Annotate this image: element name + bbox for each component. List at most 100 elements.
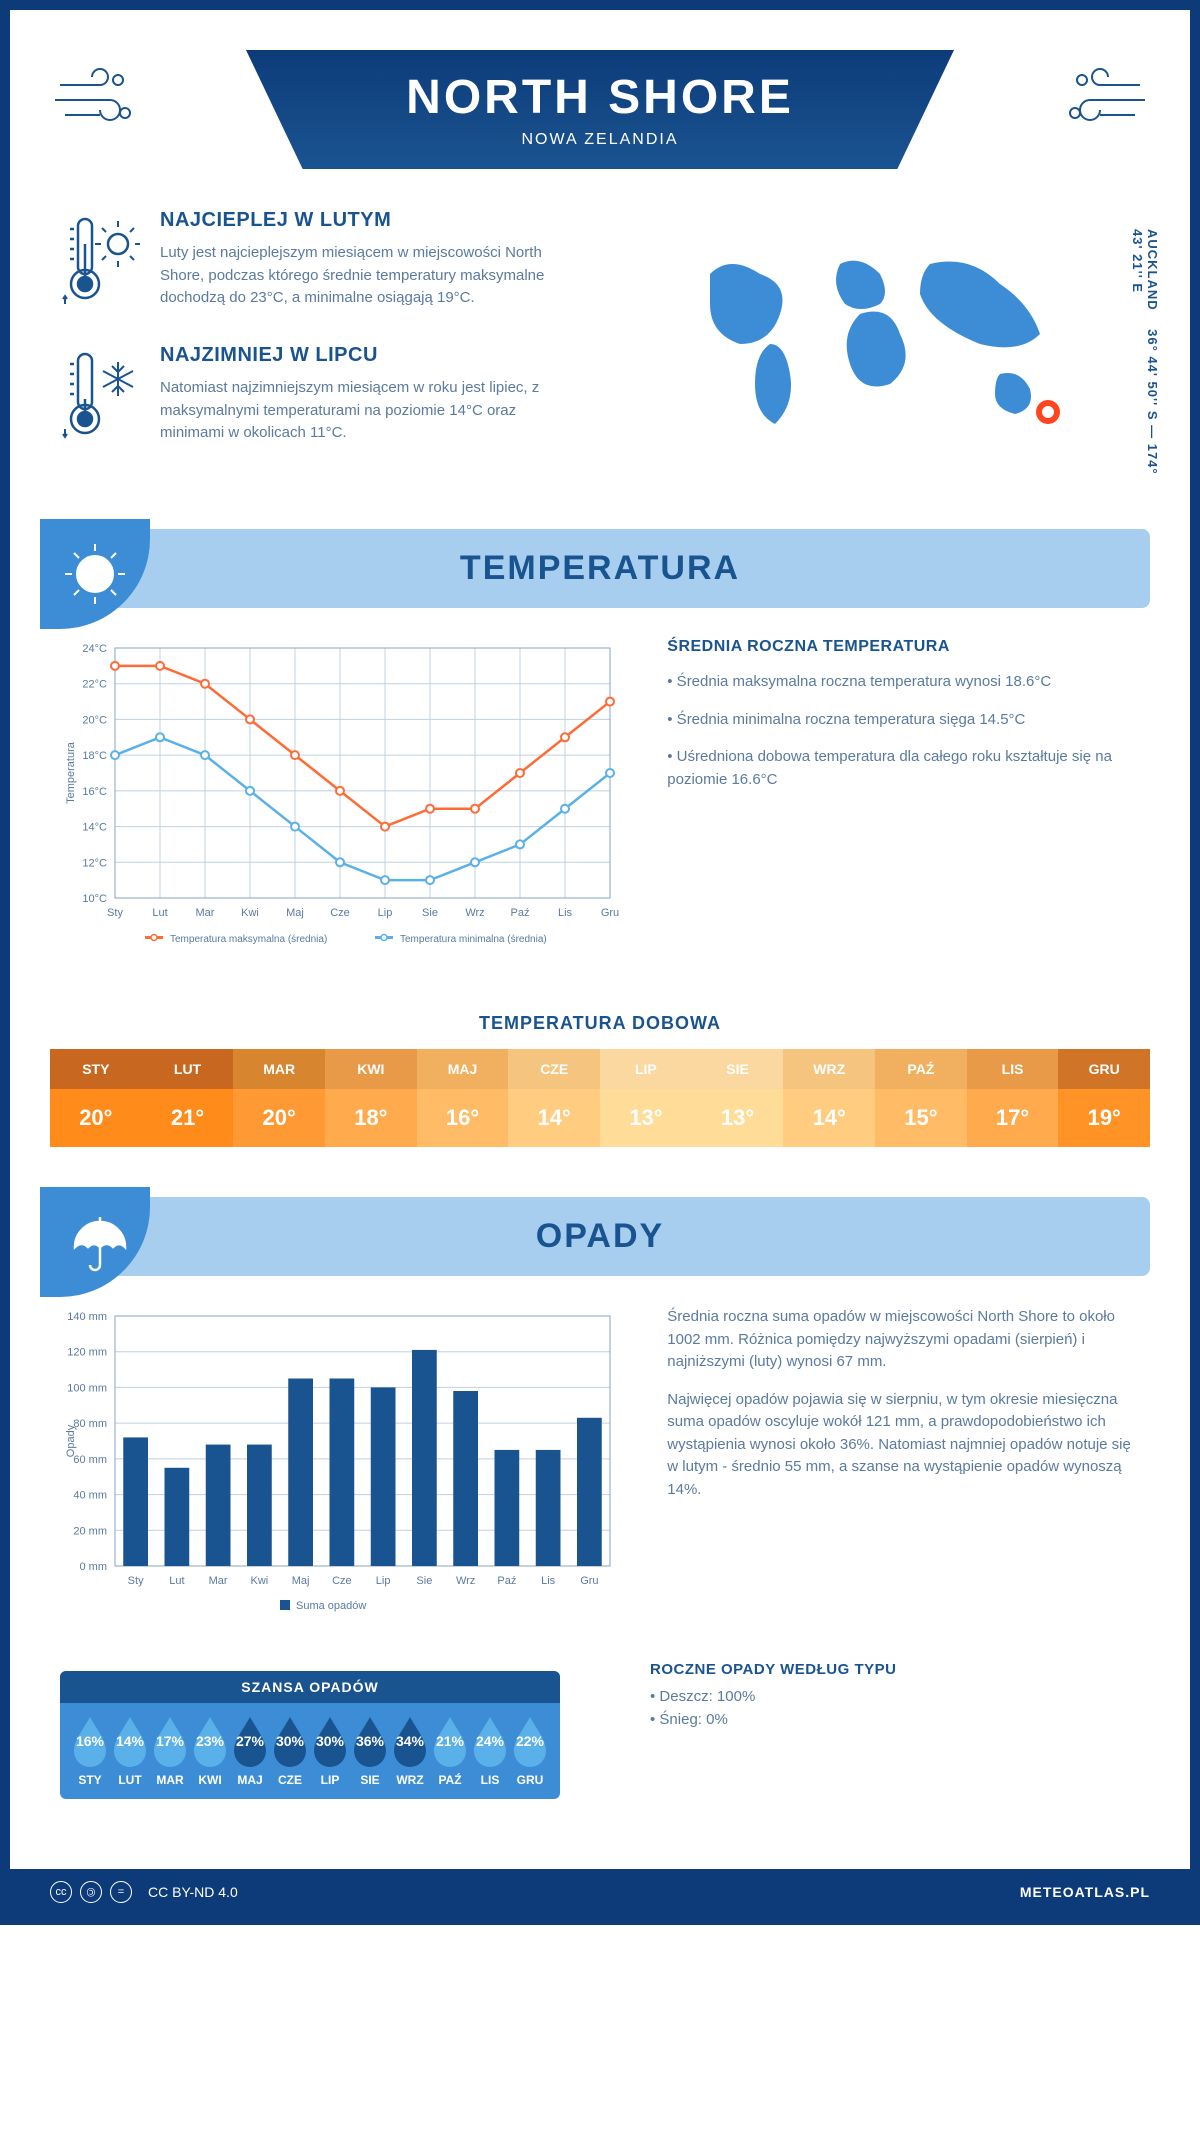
svg-text:20°C: 20°C <box>82 714 107 726</box>
rain-drop: 34%WRZ <box>390 1715 430 1787</box>
svg-text:0 mm: 0 mm <box>80 1561 108 1573</box>
wind-icon <box>1060 65 1150 140</box>
svg-text:Lut: Lut <box>152 907 167 919</box>
section-title: OPADY <box>70 1217 1130 1256</box>
svg-text:14°C: 14°C <box>82 822 107 834</box>
precip-text: Średnia roczna suma opadów w miejscowośc… <box>667 1306 1140 1374</box>
rain-chance-panel: SZANSA OPADÓW 16%STY14%LUT17%MAR23%KWI27… <box>60 1671 560 1799</box>
rain-drop: 36%SIE <box>350 1715 390 1787</box>
rain-drop: 30%CZE <box>270 1715 310 1787</box>
svg-text:100 mm: 100 mm <box>67 1382 107 1394</box>
rain-drop: 16%STY <box>70 1715 110 1787</box>
rain-type: • Śnieg: 0% <box>650 1711 1140 1728</box>
svg-text:12°C: 12°C <box>82 857 107 869</box>
precip-text: Najwięcej opadów pojawia się w sierpniu,… <box>667 1389 1140 1502</box>
page-subtitle: NOWA ZELANDIA <box>286 131 914 149</box>
svg-text:Paź: Paź <box>497 1575 516 1587</box>
section-title: TEMPERATURA <box>70 549 1130 588</box>
svg-text:Sie: Sie <box>416 1575 432 1587</box>
temp-bullet: • Uśredniona dobowa temperatura dla całe… <box>667 746 1140 791</box>
svg-text:Mar: Mar <box>209 1575 228 1587</box>
thermometer-snow-icon <box>60 344 140 449</box>
svg-text:24°C: 24°C <box>82 643 107 655</box>
svg-text:Kwi: Kwi <box>251 1575 269 1587</box>
svg-text:Lip: Lip <box>378 907 393 919</box>
svg-text:22°C: 22°C <box>82 679 107 691</box>
svg-text:Mar: Mar <box>196 907 215 919</box>
daily-temp-title: TEMPERATURA DOBOWA <box>10 1013 1190 1034</box>
svg-text:Paź: Paź <box>511 907 530 919</box>
svg-text:Kwi: Kwi <box>241 907 259 919</box>
svg-text:Lut: Lut <box>169 1575 184 1587</box>
temp-col: KWI18° <box>325 1049 417 1147</box>
temp-col: MAJ16° <box>417 1049 509 1147</box>
svg-text:Maj: Maj <box>286 907 304 919</box>
svg-text:10°C: 10°C <box>82 893 107 905</box>
temp-col: MAR20° <box>233 1049 325 1147</box>
warmest-block: NAJCIEPLEJ W LUTYM Luty jest najcieplejs… <box>60 209 580 314</box>
world-map: AUCKLAND 36° 44' 50'' S — 174° 43' 21'' … <box>620 209 1140 479</box>
svg-text:Sty: Sty <box>107 907 123 919</box>
site-name: METEOATLAS.PL <box>1020 1884 1150 1900</box>
temp-col: LUT21° <box>142 1049 234 1147</box>
temp-bullet: • Średnia maksymalna roczna temperatura … <box>667 671 1140 694</box>
svg-text:Cze: Cze <box>332 1575 352 1587</box>
svg-text:16°C: 16°C <box>82 786 107 798</box>
temp-col: CZE14° <box>508 1049 600 1147</box>
umbrella-icon <box>40 1187 150 1297</box>
rain-drop: 22%GRU <box>510 1715 550 1787</box>
svg-text:Wrz: Wrz <box>465 907 484 919</box>
svg-text:18°C: 18°C <box>82 750 107 762</box>
temp-bullet: • Średnia minimalna roczna temperatura s… <box>667 709 1140 732</box>
rain-drop: 17%MAR <box>150 1715 190 1787</box>
temp-col: PAŹ15° <box>875 1049 967 1147</box>
coldest-title: NAJZIMNIEJ W LIPCU <box>160 344 580 367</box>
temp-col: LIS17° <box>967 1049 1059 1147</box>
wind-icon <box>50 65 140 140</box>
daily-temp-table: STY20°LUT21°MAR20°KWI18°MAJ16°CZE14°LIP1… <box>50 1049 1150 1147</box>
svg-text:120 mm: 120 mm <box>67 1347 107 1359</box>
coldest-text: Natomiast najzimniejszym miesiącem w rok… <box>160 377 580 445</box>
svg-text:80 mm: 80 mm <box>73 1418 107 1430</box>
section-header-precipitation: OPADY <box>50 1197 1150 1276</box>
temp-col: SIE13° <box>692 1049 784 1147</box>
svg-text:Wrz: Wrz <box>456 1575 475 1587</box>
rain-drop: 21%PAŹ <box>430 1715 470 1787</box>
svg-text:Lis: Lis <box>558 907 573 919</box>
svg-text:Gru: Gru <box>580 1575 598 1587</box>
sun-icon <box>40 519 150 629</box>
footer: cc🄯= CC BY-ND 4.0 METEOATLAS.PL <box>10 1869 1190 1915</box>
temp-col: GRU19° <box>1058 1049 1150 1147</box>
svg-text:Opady: Opady <box>65 1424 77 1457</box>
coordinates: AUCKLAND 36° 44' 50'' S — 174° 43' 21'' … <box>1130 229 1160 479</box>
svg-text:Suma opadów: Suma opadów <box>296 1600 366 1612</box>
svg-text:Temperatura maksymalna (średni: Temperatura maksymalna (średnia) <box>170 934 327 945</box>
header-banner: NORTH SHORE NOWA ZELANDIA <box>246 50 954 169</box>
rain-drop: 24%LIS <box>470 1715 510 1787</box>
license-badge: cc🄯= CC BY-ND 4.0 <box>50 1881 238 1903</box>
svg-text:Temperatura minimalna (średnia: Temperatura minimalna (średnia) <box>400 934 547 945</box>
rain-drop: 23%KWI <box>190 1715 230 1787</box>
svg-text:20 mm: 20 mm <box>73 1525 107 1537</box>
svg-text:40 mm: 40 mm <box>73 1490 107 1502</box>
temp-col: LIP13° <box>600 1049 692 1147</box>
section-header-temperature: TEMPERATURA <box>50 529 1150 608</box>
svg-text:Gru: Gru <box>601 907 619 919</box>
rain-drop: 30%LIP <box>310 1715 350 1787</box>
temperature-line-chart: 10°C 12°C 14°C 16°C 18°C 20°C 22°C 24°C Sty Lut Ma… <box>60 638 627 963</box>
warmest-title: NAJCIEPLEJ W LUTYM <box>160 209 580 232</box>
coldest-block: NAJZIMNIEJ W LIPCU Natomiast najzimniejs… <box>60 344 580 449</box>
svg-text:Cze: Cze <box>330 907 350 919</box>
temp-col: STY20° <box>50 1049 142 1147</box>
rain-type: • Deszcz: 100% <box>650 1688 1140 1705</box>
warmest-text: Luty jest najcieplejszym miesiącem w mie… <box>160 242 580 310</box>
temp-col: WRZ14° <box>783 1049 875 1147</box>
svg-text:Lis: Lis <box>541 1575 556 1587</box>
svg-text:Sty: Sty <box>128 1575 144 1587</box>
rain-drop: 14%LUT <box>110 1715 150 1787</box>
rain-types-title: ROCZNE OPADY WEDŁUG TYPU <box>650 1661 1140 1678</box>
temp-side-title: ŚREDNIA ROCZNA TEMPERATURA <box>667 638 1140 656</box>
rain-chance-title: SZANSA OPADÓW <box>60 1671 560 1703</box>
svg-text:Maj: Maj <box>292 1575 310 1587</box>
page-title: NORTH SHORE <box>286 70 914 125</box>
